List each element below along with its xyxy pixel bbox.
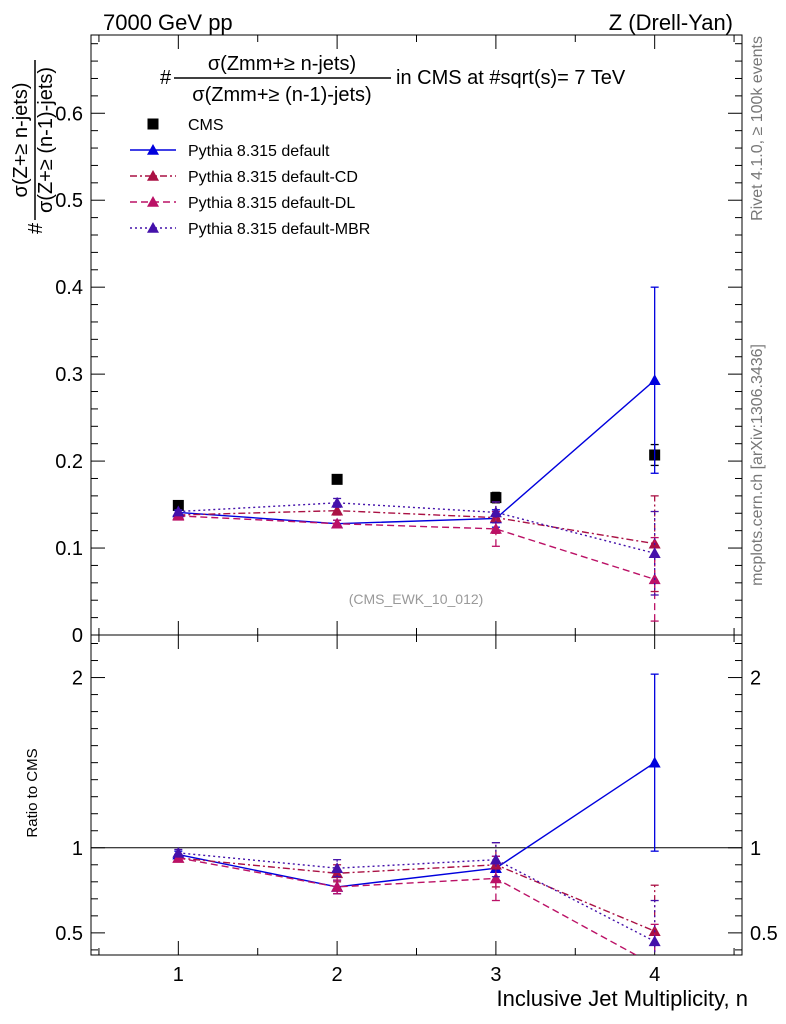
main-series bbox=[172, 286, 661, 622]
main-title-denominator: σ(Zmm+≥ (n-1)-jets) bbox=[192, 84, 371, 106]
legend-entry: CMS bbox=[147, 117, 224, 134]
y-tick-label: 0.6 bbox=[55, 103, 83, 125]
analysis-annotation: (CMS_EWK_10_012) bbox=[349, 591, 484, 607]
y-tick-label: 1 bbox=[72, 838, 83, 860]
ratio-series bbox=[172, 673, 661, 955]
ratio-y-tick-labels: 0.5 0.5 1 1 2 2 bbox=[55, 668, 778, 945]
data-point-triangle bbox=[489, 522, 502, 534]
y-tick-label: 0.3 bbox=[55, 364, 83, 386]
y-tick-label-right: 0.5 bbox=[750, 923, 778, 945]
ratio-data-point bbox=[489, 853, 502, 865]
ratio-series-line bbox=[178, 857, 638, 955]
main-title-prefix: # bbox=[160, 67, 172, 89]
y-tick-label-right: 2 bbox=[750, 668, 761, 690]
main-title: # σ(Zmm+≥ n-jets) σ(Zmm+≥ (n-1)-jets) in… bbox=[160, 53, 626, 106]
header-left: 7000 GeV pp bbox=[103, 10, 233, 35]
data-point-triangle bbox=[648, 374, 661, 386]
legend-marker-triangle bbox=[147, 170, 159, 181]
legend-marker-triangle bbox=[147, 144, 159, 155]
legend: CMS Pythia 8.315 default Pythia 8.315 defa… bbox=[130, 117, 370, 238]
main-panel: 0.1 0.2 0.3 0.4 0.5 0.6 0 # σ(Zmm+≥ n-jets) σ… bbox=[10, 34, 743, 647]
main-title-numerator: σ(Zmm+≥ n-jets) bbox=[208, 53, 356, 75]
x-tick-label: 1 bbox=[173, 964, 184, 986]
data-point-triangle bbox=[331, 517, 344, 529]
ratio-data-point bbox=[489, 872, 502, 884]
ratio-panel: 0.5 0.5 1 1 2 2 1 2 3 4 Ratio to CMS Inclusive J… bbox=[24, 634, 778, 1011]
y-tick-label: 0.5 bbox=[55, 190, 83, 212]
legend-marker-triangle bbox=[147, 196, 159, 207]
header-right: Z (Drell-Yan) bbox=[609, 10, 733, 35]
main-ylabel-prefix: # bbox=[25, 222, 47, 234]
x-tick-label: 3 bbox=[490, 964, 501, 986]
ratio-data-point bbox=[331, 862, 344, 873]
main-title-suffix: in CMS at #sqrt(s)= 7 TeV bbox=[396, 67, 626, 89]
main-ylabel-numerator: σ(Z+≥ n-jets) bbox=[10, 83, 32, 198]
ratio-series-line bbox=[178, 762, 656, 888]
series-pythia-8-315-default-mbr bbox=[172, 496, 661, 596]
ratio-data-point bbox=[648, 756, 661, 768]
x-tick-labels: 1 2 3 4 bbox=[173, 964, 660, 986]
ratio-y-axis-label: Ratio to CMS bbox=[24, 748, 41, 837]
data-point-triangle bbox=[648, 547, 661, 559]
data-point-triangle bbox=[489, 506, 502, 518]
ratio-data-point bbox=[648, 935, 661, 947]
x-axis-label: Inclusive Jet Multiplicity, n bbox=[497, 986, 748, 1011]
y-tick-label: 0.2 bbox=[55, 451, 83, 473]
data-point-triangle bbox=[331, 496, 344, 508]
data-point-triangle bbox=[172, 505, 185, 517]
legend-marker-square bbox=[147, 118, 159, 130]
legend-label: CMS bbox=[188, 117, 224, 134]
main-y-tick-labels: 0.1 0.2 0.3 0.4 0.5 0.6 bbox=[55, 103, 83, 560]
main-ylabel-denominator: σ(Z+≥ (n-1)-jets) bbox=[35, 67, 57, 213]
series-line bbox=[178, 509, 655, 545]
legend-entry: Pythia 8.315 default-CD bbox=[130, 169, 358, 186]
y-tick-label: 0.4 bbox=[55, 277, 83, 299]
series-line bbox=[178, 502, 655, 554]
legend-label: Pythia 8.315 default-CD bbox=[188, 169, 358, 186]
ratio-series-line bbox=[178, 857, 655, 932]
data-point-square bbox=[490, 492, 502, 504]
legend-entry: Pythia 8.315 default-DL bbox=[130, 195, 355, 212]
legend-marker-triangle bbox=[147, 222, 159, 233]
data-point-square bbox=[172, 499, 184, 511]
x-tick-label: 2 bbox=[332, 964, 343, 986]
x-tick-label: 4 bbox=[649, 964, 660, 986]
y-tick-label: 2 bbox=[72, 668, 83, 690]
legend-entry: Pythia 8.315 default-MBR bbox=[130, 221, 370, 238]
y-tick-label: 0.5 bbox=[55, 923, 83, 945]
series-line bbox=[178, 515, 655, 581]
rivet-label: Rivet 4.1.0, ≥ 100k events bbox=[749, 36, 766, 221]
ratio-series-pythia-8-315-default-mbr bbox=[172, 842, 661, 955]
legend-entry: Pythia 8.315 default bbox=[130, 143, 330, 160]
data-point-triangle bbox=[331, 504, 344, 516]
ratio-data-point bbox=[331, 880, 344, 892]
series-line bbox=[178, 379, 656, 525]
y-tick-label: 0.1 bbox=[55, 538, 83, 560]
mcplots-label: mcplots.cern.ch [arXiv:1306.3436] bbox=[749, 344, 766, 586]
legend-label: Pythia 8.315 default-DL bbox=[188, 195, 355, 212]
legend-label: Pythia 8.315 default-MBR bbox=[188, 221, 370, 238]
legend-label: Pythia 8.315 default bbox=[188, 143, 330, 160]
y-tick-label-cutoff: 0 bbox=[72, 625, 83, 647]
y-tick-label-right: 1 bbox=[750, 838, 761, 860]
main-ticks bbox=[91, 35, 742, 635]
data-point-square bbox=[331, 473, 343, 485]
main-y-axis-label: # σ(Z+≥ n-jets) σ(Z+≥ (n-1)-jets) bbox=[10, 60, 57, 234]
ratio-data-point bbox=[172, 846, 185, 858]
